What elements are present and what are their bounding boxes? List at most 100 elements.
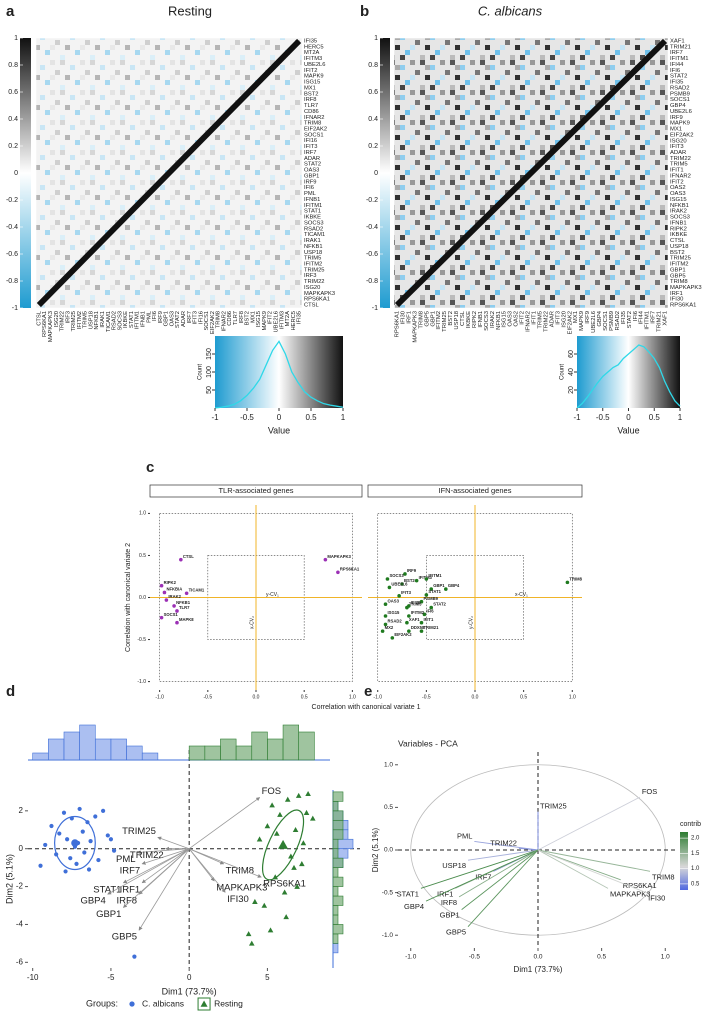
column-label: IFI44 — [639, 310, 645, 324]
right-hist-bar — [332, 924, 344, 935]
column-label: ISG20 — [561, 310, 567, 327]
column-label: IFIT3 — [193, 311, 199, 324]
x-tick-label: 0.0 — [533, 954, 542, 961]
legend-tick-label: 1.5 — [691, 851, 700, 857]
column-label: ISG15 — [256, 311, 262, 327]
column-label: IFI35 — [621, 310, 627, 324]
legend-marker — [200, 1000, 208, 1007]
gene-label: IFI6 — [426, 608, 434, 613]
column-label: MAPK9 — [262, 311, 268, 331]
sample-point — [108, 837, 114, 842]
hist-y-label: Count — [560, 364, 566, 380]
variable-label: PML — [457, 831, 472, 840]
row-label: IFITM2 — [670, 262, 689, 268]
gene-label: IRAK2 — [168, 594, 181, 599]
colorbar-tick-label: 0.8 — [368, 62, 378, 69]
variable-vector — [537, 849, 609, 889]
row-label: ISG20 — [670, 138, 687, 144]
row-label: RPS6KA1 — [670, 303, 696, 309]
x-tick-label: -0.5 — [596, 413, 610, 422]
top-hist-bar — [204, 745, 221, 761]
row-label: CD86 — [304, 109, 319, 115]
sample-point — [267, 927, 274, 933]
variable-label: FOS — [642, 787, 657, 796]
variable-vector — [518, 847, 539, 851]
hist-x-label: Value — [268, 425, 290, 435]
x-tick-label: 1.0 — [569, 694, 576, 700]
row-label: ISG20 — [304, 285, 320, 291]
y-tick-label: 60 — [568, 350, 575, 358]
row-label: MAPK9 — [670, 121, 690, 127]
column-label: SOCS3 — [117, 311, 123, 331]
variable-vector — [461, 849, 539, 911]
hist-x-label: Value — [617, 425, 639, 435]
variable-label: IRF7 — [120, 865, 141, 876]
row-label: IRF7 — [304, 150, 317, 156]
legend-tick-label: 2.0 — [691, 836, 700, 842]
column-label: GBP4 — [597, 310, 603, 326]
row-label: BST2 — [304, 91, 318, 97]
y-tick-label: -1.0 — [137, 679, 146, 685]
sample-point — [65, 837, 70, 842]
column-label: STAT1 — [129, 311, 135, 328]
top-hist-bar — [48, 738, 65, 761]
column-label: IFI16 — [198, 311, 204, 324]
top-hist-bar — [110, 738, 127, 761]
sample-point — [77, 806, 82, 812]
column-label: IRF7 — [651, 311, 657, 324]
row-label: RIPK2 — [670, 226, 687, 232]
variable-vector — [458, 849, 539, 898]
row-label: OAS3 — [304, 168, 319, 174]
column-label: IFITM2 — [77, 311, 83, 329]
top-hist-bar — [251, 731, 268, 761]
column-label: TLR7 — [233, 311, 239, 325]
column-label: IRF8 — [239, 311, 245, 324]
sample-point — [300, 840, 307, 846]
row-label: SOCS1 — [304, 132, 324, 138]
row-label: IRAK2 — [670, 209, 687, 215]
y-tick-label: 50 — [206, 386, 213, 394]
column-label: TRIM5 — [83, 311, 89, 328]
variable-label: GBP4 — [404, 902, 424, 911]
row-label: UBE2L6 — [304, 62, 325, 68]
x-tick-label: -1 — [573, 413, 581, 422]
row-label: TRIM22 — [670, 156, 691, 162]
row-label: MX1 — [304, 85, 316, 91]
y-tick-label: -6 — [16, 957, 24, 966]
x-tick-label: 0 — [187, 973, 192, 982]
row-label: RSAD2 — [304, 226, 323, 232]
hist-background — [577, 336, 680, 408]
facet-title: TLR-associated genes — [218, 486, 293, 495]
variable-label: TRIM25 — [122, 826, 156, 837]
column-label: CTSL — [36, 310, 42, 326]
x-tick-label: -0.5 — [240, 413, 254, 422]
variable-vector — [420, 849, 539, 889]
right-hist-bar — [332, 848, 339, 859]
row-label: TRIM5 — [670, 162, 688, 168]
sample-point — [261, 902, 268, 908]
row-label: STAT1 — [304, 209, 321, 215]
row-label: ADAR — [304, 156, 320, 162]
column-label: NFKB1 — [94, 311, 100, 330]
right-hist-bar — [332, 867, 339, 878]
gene-point — [565, 580, 570, 585]
y-tick-label: 20 — [568, 386, 575, 394]
variable-vector — [537, 849, 651, 872]
colorbar-tick-label: 0.8 — [8, 62, 18, 69]
gene-label: IFITM3 — [419, 575, 433, 580]
colorbar-tick-label: -0.8 — [6, 278, 18, 285]
gene-point — [184, 591, 189, 596]
column-label: ISG20 — [54, 311, 60, 327]
column-label: PML — [146, 310, 152, 323]
column-label: IFNB1 — [478, 311, 484, 328]
legend-label: C. albicans — [142, 998, 184, 1008]
panel-letter: b — [360, 3, 369, 20]
facet-title: IFN-associated genes — [439, 486, 512, 495]
group-centroid — [278, 839, 289, 849]
colorbar-tick-label: 1 — [14, 35, 18, 42]
row-label: IFIT2 — [304, 68, 317, 74]
colorbar-tick-label: 0.2 — [8, 143, 18, 150]
row-label: IFITM1 — [670, 56, 689, 62]
column-label: TRIM22 — [60, 311, 66, 332]
